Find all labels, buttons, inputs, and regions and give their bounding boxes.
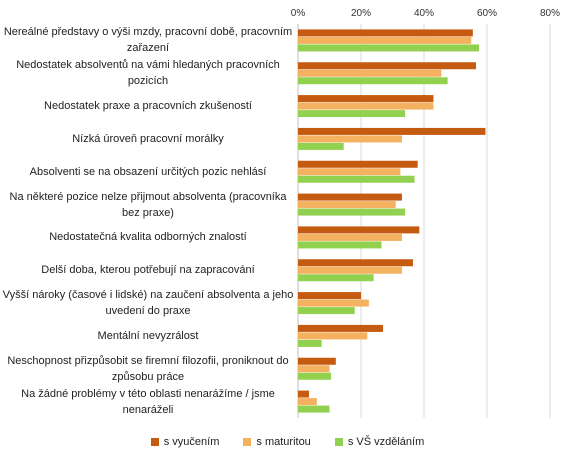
legend-label: s maturitou [256,436,311,449]
bar-2 [298,398,317,406]
bar-2 [298,102,434,110]
bar-3 [298,208,406,216]
x-tick-label: 0% [291,8,306,19]
category-label: Nedostatek absolventů na vámi hledaných … [16,59,280,88]
bar-1 [298,95,434,103]
category-label: Nízká úroveň pracovní morálky [72,132,224,145]
category-label: Nedostatek praxe a pracovních zkušeností [44,100,252,113]
legend-label: s VŠ vzděláním [347,436,425,449]
bar-3 [298,274,374,282]
legend-label: s vyučením [163,436,220,449]
legend-item: s maturitou [243,436,311,449]
bar-3 [298,77,448,85]
bar-1 [298,390,310,398]
legend: s vyučením s maturitou s VŠ vzděláním [0,436,575,448]
category-label: Nedostatečná kvalita odborných znalostí [49,231,247,244]
category-label: Vyšší nároky (časové i lidské) na zaučen… [2,289,294,318]
x-tick-label: 60% [477,8,497,19]
category-label: Delší doba, kterou potřebují na zapracov… [41,264,255,277]
bar-1 [298,62,476,70]
bar-2 [298,299,369,307]
bar-2 [298,69,442,77]
bar-2 [298,135,402,143]
bar-1 [298,292,361,300]
category-label: Mentální nevyzrálost [97,329,199,342]
bar-1 [298,226,420,234]
bar-1 [298,259,413,267]
bar-2 [298,201,396,209]
x-tick-label: 40% [414,8,434,19]
bar-1 [298,324,384,332]
x-tick-label: 80% [540,8,560,19]
bar-2 [298,266,402,274]
bar-2 [298,168,401,176]
bar-1 [298,160,418,168]
legend-item: s vyučením [150,436,220,449]
bar-1 [298,193,402,201]
bar-3 [298,44,480,52]
bar-3 [298,241,382,249]
legend-item: s VŠ vzděláním [334,436,425,449]
bar-2 [298,365,330,373]
category-label: Nereálné představy o výši mzdy, pracovní… [3,26,293,55]
category-label: Absolventi se na obsazení určitých pozic… [29,165,267,178]
bar-2 [298,233,402,241]
x-tick-label: 20% [351,8,371,19]
legend-swatch [334,438,343,447]
bar-3 [298,307,355,315]
bar-3 [298,175,415,183]
bar-1 [298,357,336,365]
bar-1 [298,29,473,37]
bar-2 [298,36,472,44]
legend-swatch [150,438,159,447]
legend-swatch [243,438,252,447]
category-label: Na některé pozice nelze přijmout absolve… [9,190,287,219]
bar-2 [298,332,368,340]
category-label: Na žádné problémy v této oblasti nenaráž… [21,387,275,416]
bar-3 [298,339,322,347]
bar-1 [298,127,486,135]
bar-3 [298,372,332,380]
bar-3 [298,110,406,118]
bar-3 [298,405,330,413]
bar-3 [298,142,344,150]
category-label: Neschopnost přizpůsobit se firemní filoz… [7,354,289,383]
